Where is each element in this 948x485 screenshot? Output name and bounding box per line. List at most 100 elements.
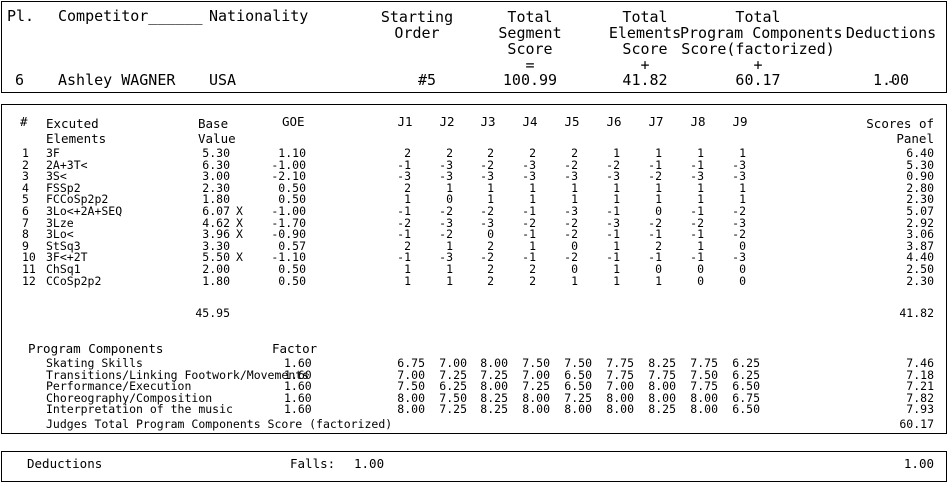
element-judge-score: -2 (690, 215, 704, 230)
element-judge-score: -3 (522, 157, 536, 172)
component-judge-score: 6.75 (397, 356, 425, 370)
element-number: 5 (22, 192, 29, 207)
header-box (1, 1, 947, 93)
element-goe: 0.50 (278, 273, 306, 288)
judge-header-6: J6 (606, 114, 622, 129)
element-judge-score: 1 (739, 146, 746, 160)
element-judge-score: 1 (697, 146, 704, 160)
component-judge-score: 8.00 (480, 379, 508, 394)
element-name: 2A+3T< (46, 157, 88, 172)
element-number: 7 (22, 215, 29, 230)
col-goe-header: GOE (282, 114, 305, 129)
element-judge-score: -3 (690, 169, 704, 184)
element-panel-score: 4.40 (906, 250, 934, 265)
element-name: FCCoSp2p2 (46, 192, 109, 207)
component-judge-score: 6.25 (732, 356, 760, 370)
element-judge-score: 2 (487, 262, 494, 276)
tes-label: Total Elements Score + (608, 8, 682, 74)
component-judge-score: 7.00 (397, 367, 425, 382)
element-judge-score: -2 (480, 204, 494, 218)
element-judge-score: 1 (529, 238, 536, 253)
component-name: Performance/Execution (46, 379, 192, 394)
element-judge-score: 0 (571, 238, 578, 253)
component-judge-score: 7.25 (480, 367, 508, 382)
element-judge-score: -1 (397, 204, 411, 218)
component-judge-score: 7.50 (397, 379, 425, 394)
element-judge-score: 1 (529, 192, 536, 207)
element-judge-score: -1 (648, 250, 662, 265)
element-judge-score: 0 (446, 192, 453, 207)
component-judge-score: 8.00 (564, 402, 592, 417)
judge-header-7: J7 (648, 114, 664, 129)
component-judge-score: 7.50 (690, 367, 718, 382)
skater-place: 6 (15, 71, 25, 89)
component-score: 7.46 (906, 356, 934, 370)
details-box (1, 104, 947, 434)
element-x-marker: X (236, 204, 243, 218)
element-judge-score: -2 (732, 204, 746, 218)
competitor-label: Competitor______ (58, 7, 203, 25)
element-x-marker: X (236, 227, 243, 242)
pcs-total-label: Judges Total Program Components Score (f… (46, 417, 393, 431)
element-goe: 0.57 (278, 238, 306, 253)
element-judge-score: 1 (404, 273, 411, 288)
element-goe: 1.10 (278, 146, 306, 160)
element-judge-score: -1 (648, 157, 662, 172)
tss-label: Total Segment Score = (498, 8, 562, 74)
component-judge-score: 7.00 (606, 379, 634, 394)
element-judge-score: -2 (732, 227, 746, 242)
element-judge-score: 1 (571, 192, 578, 207)
component-judge-score: 8.25 (648, 356, 676, 370)
element-judge-score: 2 (655, 238, 662, 253)
element-judge-score: 0 (739, 262, 746, 276)
element-judge-score: -3 (564, 204, 578, 218)
element-judge-score: 2 (529, 273, 536, 288)
element-base-value: 2.30 (202, 180, 230, 195)
component-judge-score: 7.75 (690, 356, 718, 370)
element-judge-score: 0 (487, 227, 494, 242)
component-judge-score: 8.00 (690, 402, 718, 417)
element-judge-score: -3 (439, 215, 453, 230)
element-number: 4 (22, 180, 29, 195)
element-panel-score: 5.07 (906, 204, 934, 218)
element-judge-score: 1 (739, 192, 746, 207)
element-judge-score: -2 (648, 169, 662, 184)
element-base-value: 2.00 (202, 262, 230, 276)
component-score: 7.93 (906, 402, 934, 417)
element-judge-score: 1 (613, 146, 620, 160)
element-name: 3Lo< (46, 227, 74, 242)
element-judge-score: 2 (404, 238, 411, 253)
element-x-marker: X (236, 250, 243, 265)
component-judge-score: 7.25 (564, 390, 592, 405)
element-number: 1 (22, 146, 29, 160)
element-base-value: 4.62 (202, 215, 230, 230)
element-judge-score: 1 (571, 273, 578, 288)
element-judge-score: 1 (613, 192, 620, 207)
element-judge-score: -2 (480, 157, 494, 172)
component-judge-score: 7.75 (648, 367, 676, 382)
skater-tss: 100.99 (502, 71, 558, 89)
deductions-box (1, 451, 947, 482)
element-judge-score: -3 (606, 215, 620, 230)
component-factor: 1.60 (284, 402, 312, 417)
element-judge-score: 1 (697, 192, 704, 207)
component-factor: 1.60 (284, 356, 312, 370)
falls-value: 1.00 (354, 456, 385, 471)
element-judge-score: 1 (697, 238, 704, 253)
skater-tes: 41.82 (622, 71, 668, 89)
element-judge-score: 1 (487, 180, 494, 195)
element-panel-score: 3.06 (906, 227, 934, 242)
component-judge-score: 8.25 (480, 402, 508, 417)
element-base-value: 3.00 (202, 169, 230, 184)
judge-header-5: J5 (564, 114, 580, 129)
element-judge-score: -3 (397, 169, 411, 184)
element-judge-score: -3 (564, 169, 578, 184)
element-goe: 0.50 (278, 192, 306, 207)
component-judge-score: 8.00 (606, 402, 634, 417)
col-elements-header: Excuted Elements (46, 116, 107, 146)
element-panel-score: 6.40 (906, 146, 934, 160)
component-judge-score: 7.00 (439, 356, 467, 370)
element-name: 3F<+2T (46, 250, 88, 265)
element-base-value: 6.07 (202, 204, 230, 218)
component-factor: 1.60 (284, 390, 312, 405)
